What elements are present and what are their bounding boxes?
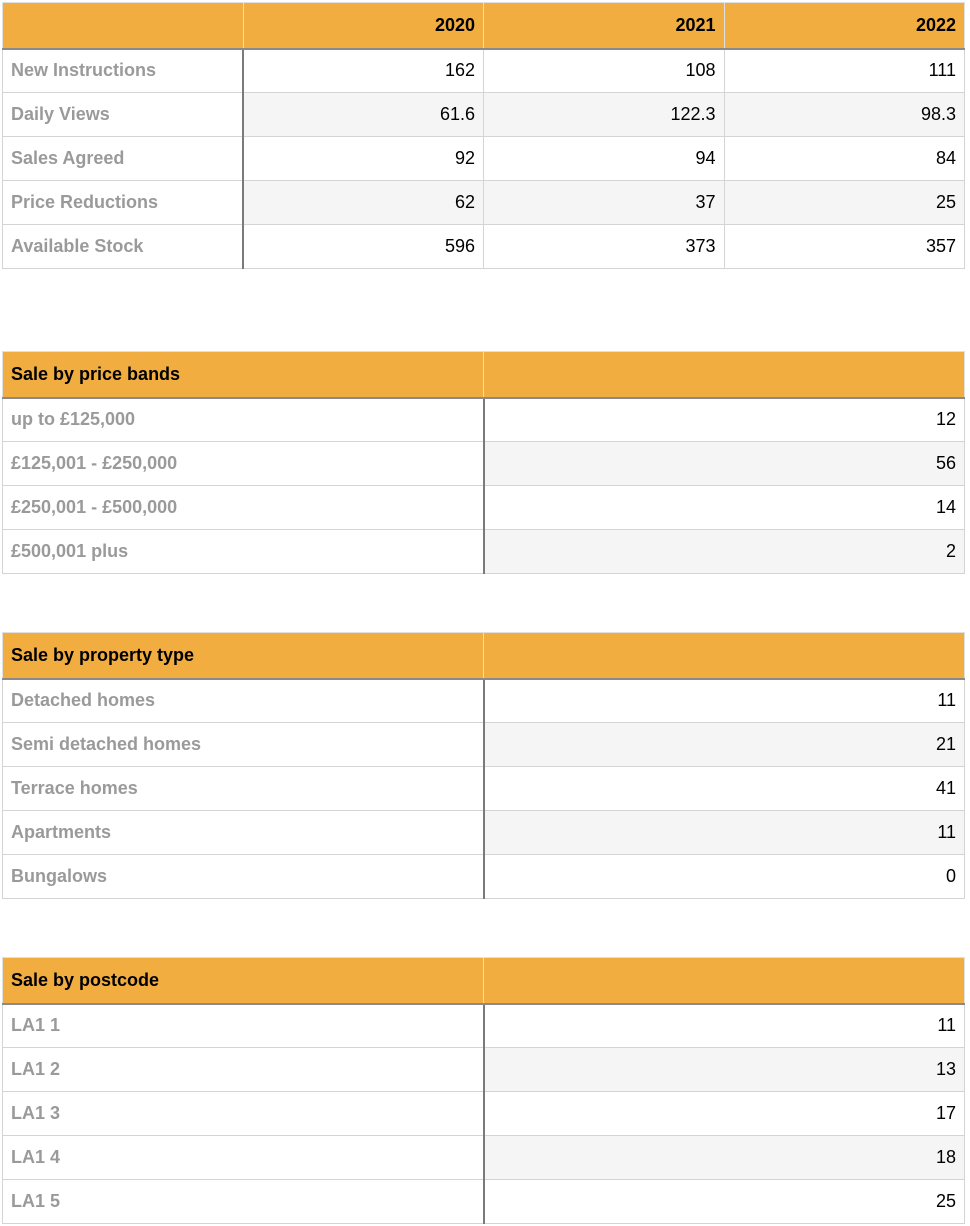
row-label: Available Stock — [2, 224, 244, 269]
table-row: New Instructions 162 108 111 — [2, 48, 965, 93]
cell-value: 596 — [242, 224, 484, 269]
cell-value: 0 — [483, 854, 965, 899]
table-row: Available Stock 596 373 357 — [2, 224, 965, 269]
row-label: LA1 2 — [2, 1047, 485, 1092]
table-row: Sales Agreed 92 94 84 — [2, 136, 965, 181]
table-row: LA1 1 11 — [2, 1003, 965, 1048]
table-body: 2020 2021 2022 New Instructions 162 108 111 Dai… — [2, 2, 965, 269]
row-label: New Instructions — [2, 48, 244, 93]
cell-value: 111 — [723, 48, 965, 93]
cell-value: 2 — [483, 529, 965, 574]
table-row: LA1 5 25 — [2, 1179, 965, 1224]
table-row: Daily Views 61.6 122.3 98.3 — [2, 92, 965, 137]
table-row: Bungalows 0 — [2, 854, 965, 899]
cell-value: 162 — [242, 48, 484, 93]
cell-value: 25 — [723, 180, 965, 225]
cell-value: 18 — [483, 1135, 965, 1180]
row-label: £125,001 - £250,000 — [2, 441, 485, 486]
table-title: Sale by postcode — [2, 957, 484, 1005]
cell-value: 61.6 — [242, 92, 484, 137]
table-title: Sale by property type — [2, 632, 484, 680]
row-label: LA1 1 — [2, 1003, 485, 1048]
header-cell — [2, 2, 244, 50]
row-label: £250,001 - £500,000 — [2, 485, 485, 530]
cell-value: 12 — [483, 397, 965, 442]
data-table: Sale by price bands up to £125,000 12 £125,… — [2, 351, 965, 574]
table-body: Sale by postcode LA1 1 11 LA1 2 13 LA1 3 17 LA1… — [2, 957, 965, 1224]
table-body: Sale by price bands up to £125,000 12 £125,… — [2, 351, 965, 574]
data-table: 2020 2021 2022 New Instructions 162 108 111 Dai… — [2, 2, 965, 269]
cell-value: 62 — [242, 180, 484, 225]
cell-value: 108 — [483, 48, 725, 93]
row-label: Daily Views — [2, 92, 244, 137]
row-label: Detached homes — [2, 678, 485, 723]
table-row: Apartments 11 — [2, 810, 965, 855]
table-row: LA1 2 13 — [2, 1047, 965, 1092]
row-label: £500,001 plus — [2, 529, 485, 574]
data-table: Sale by postcode LA1 1 11 LA1 2 13 LA1 3 17 LA1… — [2, 957, 965, 1224]
row-label: Price Reductions — [2, 180, 244, 225]
column-header: 2020 — [242, 2, 484, 50]
table-row: £125,001 - £250,000 56 — [2, 441, 965, 486]
cell-value: 94 — [483, 136, 725, 181]
cell-value: 92 — [242, 136, 484, 181]
cell-value: 373 — [483, 224, 725, 269]
table-row: LA1 3 17 — [2, 1091, 965, 1136]
row-label: LA1 4 — [2, 1135, 485, 1180]
row-label: up to £125,000 — [2, 397, 485, 442]
cell-value: 357 — [723, 224, 965, 269]
cell-value: 11 — [483, 678, 965, 723]
table-row: up to £125,000 12 — [2, 397, 965, 442]
cell-value: 14 — [483, 485, 965, 530]
cell-value: 84 — [723, 136, 965, 181]
cell-value: 11 — [483, 810, 965, 855]
row-label: Semi detached homes — [2, 722, 485, 767]
cell-value: 98.3 — [723, 92, 965, 137]
column-header: 2022 — [723, 2, 965, 50]
table-row: £500,001 plus 2 — [2, 529, 965, 574]
cell-value: 37 — [483, 180, 725, 225]
cell-value: 21 — [483, 722, 965, 767]
header-row: 2020 2021 2022 — [2, 2, 965, 50]
header-row: Sale by price bands — [2, 351, 965, 399]
table-row: Terrace homes 41 — [2, 766, 965, 811]
table-row: Semi detached homes 21 — [2, 722, 965, 767]
row-label: Sales Agreed — [2, 136, 244, 181]
row-label: Terrace homes — [2, 766, 485, 811]
data-table: Sale by property type Detached homes 11 Sem… — [2, 632, 965, 899]
header-cell — [483, 957, 965, 1005]
table-row: £250,001 - £500,000 14 — [2, 485, 965, 530]
cell-value: 41 — [483, 766, 965, 811]
table-row: LA1 4 18 — [2, 1135, 965, 1180]
table-row: Detached homes 11 — [2, 678, 965, 723]
table-body: Sale by property type Detached homes 11 Sem… — [2, 632, 965, 899]
header-cell — [483, 632, 965, 680]
row-label: LA1 3 — [2, 1091, 485, 1136]
row-label: Apartments — [2, 810, 485, 855]
cell-value: 17 — [483, 1091, 965, 1136]
column-header: 2021 — [483, 2, 725, 50]
cell-value: 13 — [483, 1047, 965, 1092]
cell-value: 25 — [483, 1179, 965, 1224]
table-row: Price Reductions 62 37 25 — [2, 180, 965, 225]
cell-value: 122.3 — [483, 92, 725, 137]
header-row: Sale by postcode — [2, 957, 965, 1005]
header-cell — [483, 351, 965, 399]
row-label: LA1 5 — [2, 1179, 485, 1224]
cell-value: 11 — [483, 1003, 965, 1048]
table-title: Sale by price bands — [2, 351, 484, 399]
header-row: Sale by property type — [2, 632, 965, 680]
cell-value: 56 — [483, 441, 965, 486]
row-label: Bungalows — [2, 854, 485, 899]
